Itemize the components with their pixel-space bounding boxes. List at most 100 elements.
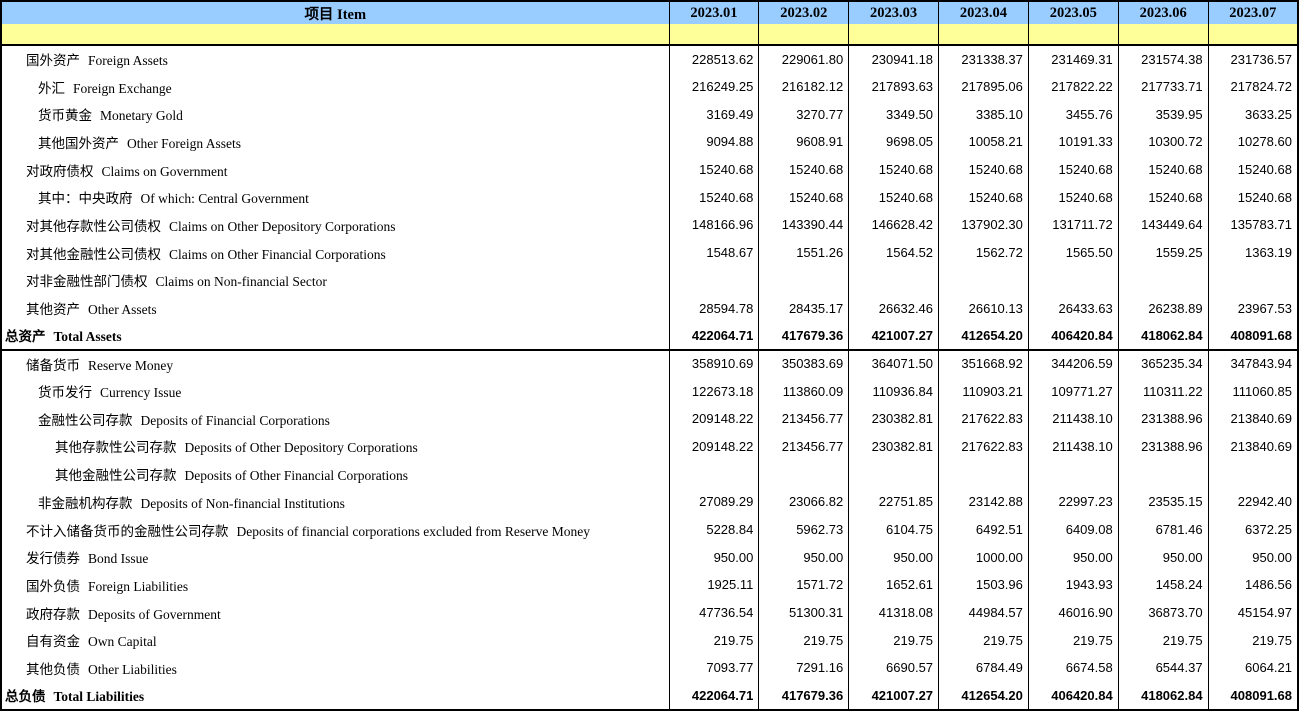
row-label-en: Claims on Other Depository Corporations [169, 218, 396, 234]
table-row: 对政府债权 Claims on Government 15240.68 15240.6… [0, 155, 1299, 184]
column-header-period: 2023.01 [668, 1, 760, 24]
table-row: 货币发行 Currency Issue 122673.18 113860.09 1109… [0, 377, 1299, 405]
value-cell: 137902.30 [938, 211, 1029, 239]
value-cell [668, 266, 760, 295]
table-row: 政府存款 Deposits of Government 47736.54 51300.… [0, 598, 1299, 627]
value-cell: 217733.71 [1117, 72, 1209, 101]
row-label-cn: 国外负债 [26, 578, 80, 594]
row-label: 发行债券 Bond Issue [0, 543, 670, 572]
value-cell: 211438.10 [1027, 432, 1119, 461]
value-cell: 219.75 [938, 626, 1029, 655]
spacer-cell [848, 24, 940, 46]
value-cell: 950.00 [1207, 543, 1299, 572]
value-cell: 231338.37 [938, 45, 1029, 73]
table-row: 其他负债 Other Liabilities 7093.77 7291.16 6690.… [0, 654, 1299, 682]
value-cell: 217622.83 [938, 432, 1029, 461]
value-cell: 26632.46 [848, 294, 940, 322]
row-label-cn: 其他存款性公司存款 [55, 440, 177, 456]
row-label: 其他国外资产 Other Foreign Assets [0, 128, 670, 156]
value-cell: 1363.19 [1207, 238, 1299, 267]
value-cell: 6064.21 [1207, 654, 1299, 682]
row-label: 国外负债 Foreign Liabilities [0, 571, 670, 599]
row-label-cn: 其他国外资产 [38, 135, 119, 151]
value-cell: 3455.76 [1027, 100, 1119, 129]
column-header-item: 项目 Item [0, 1, 670, 24]
value-cell: 1548.67 [668, 238, 760, 267]
table-row: 其他资产 Other Assets 28594.78 28435.17 26632.46… [0, 294, 1299, 322]
value-cell: 22997.23 [1027, 488, 1119, 516]
value-cell: 417679.36 [758, 681, 850, 710]
value-cell: 3270.77 [758, 100, 850, 129]
value-cell [758, 460, 850, 488]
value-cell: 217893.63 [848, 72, 940, 101]
value-cell: 950.00 [848, 543, 940, 572]
table-row: 其他存款性公司存款 Deposits of Other Depository Co… [0, 432, 1299, 461]
row-label: 储备货币 Reserve Money [0, 349, 670, 378]
value-cell: 23142.88 [938, 488, 1029, 516]
row-label-cn: 对非金融性部门债权 [26, 274, 148, 290]
value-cell: 113860.09 [758, 377, 850, 405]
value-cell: 28594.78 [668, 294, 760, 322]
value-cell: 421007.27 [848, 681, 940, 710]
value-cell [668, 460, 760, 488]
row-label-en: Deposits of Government [88, 606, 221, 622]
value-cell: 7291.16 [758, 654, 850, 682]
value-cell: 231388.96 [1117, 432, 1209, 461]
row-label-en: Deposits of financial corporations exclu… [236, 523, 591, 539]
value-cell: 1571.72 [758, 571, 850, 599]
table-row: 国外资产 Foreign Assets 228513.62 229061.80 2309… [0, 45, 1299, 73]
table-row: 对其他存款性公司债权 Claims on Other Depository Cor… [0, 211, 1299, 239]
table-row: 对非金融性部门债权 Claims on Non-financial Sector [0, 266, 1299, 295]
value-cell: 6409.08 [1027, 515, 1119, 544]
value-cell: 421007.27 [848, 321, 940, 351]
spacer-cell [1027, 24, 1119, 46]
value-cell [1117, 266, 1209, 295]
spacer-cell [938, 24, 1029, 46]
value-cell: 418062.84 [1117, 321, 1209, 351]
value-cell: 9094.88 [668, 128, 760, 156]
value-cell: 1000.00 [938, 543, 1029, 572]
value-cell: 209148.22 [668, 432, 760, 461]
value-cell: 219.75 [1117, 626, 1209, 655]
value-cell: 28435.17 [758, 294, 850, 322]
value-cell: 6690.57 [848, 654, 940, 682]
value-cell: 219.75 [1207, 626, 1299, 655]
value-cell: 6544.37 [1117, 654, 1209, 682]
value-cell: 23066.82 [758, 488, 850, 516]
table-row: 非金融机构存款 Deposits of Non-financial Institu… [0, 488, 1299, 516]
value-cell: 51300.31 [758, 598, 850, 627]
value-cell: 1486.56 [1207, 571, 1299, 599]
row-label-en: Total Assets [53, 329, 122, 345]
row-label-cn: 不计入储备货币的金融性公司存款 [26, 523, 229, 539]
row-label: 货币黄金 Monetary Gold [0, 100, 670, 129]
row-label: 金融性公司存款 Deposits of Financial Corporation… [0, 404, 670, 433]
row-label: 对其他金融性公司债权 Claims on Other Financial Corp… [0, 238, 670, 267]
value-cell: 231388.96 [1117, 404, 1209, 433]
row-label-en: Foreign Liabilities [88, 578, 189, 594]
value-cell: 230941.18 [848, 45, 940, 73]
row-label-cn: 总负债 [5, 689, 46, 705]
row-label: 外汇 Foreign Exchange [0, 72, 670, 101]
spacer-row [0, 24, 1299, 46]
row-label-cn: 其他负债 [26, 661, 80, 677]
value-cell: 1925.11 [668, 571, 760, 599]
value-cell: 3169.49 [668, 100, 760, 129]
value-cell: 213840.69 [1207, 404, 1299, 433]
value-cell: 15240.68 [668, 183, 760, 212]
row-label-cn: 总资产 [5, 329, 46, 345]
value-cell: 15240.68 [1027, 183, 1119, 212]
value-cell: 1652.61 [848, 571, 940, 599]
row-label-cn: 非金融机构存款 [38, 495, 133, 511]
table-row: 储备货币 Reserve Money 358910.69 350383.69 36407… [0, 349, 1299, 378]
value-cell [1027, 460, 1119, 488]
column-header-period: 2023.04 [938, 1, 1029, 24]
row-label-cn: 自有资金 [26, 634, 80, 650]
value-cell: 9608.91 [758, 128, 850, 156]
value-cell: 6784.49 [938, 654, 1029, 682]
value-cell: 110903.21 [938, 377, 1029, 405]
row-label-en: Deposits of Other Depository Corporation… [184, 440, 418, 456]
table-body: 国外资产 Foreign Assets 228513.62 229061.80 2309… [0, 45, 1299, 710]
row-label-cn: 外汇 [38, 80, 65, 96]
row-label-en: Total Liabilities [53, 689, 145, 705]
row-label-en: Claims on Government [101, 163, 228, 179]
